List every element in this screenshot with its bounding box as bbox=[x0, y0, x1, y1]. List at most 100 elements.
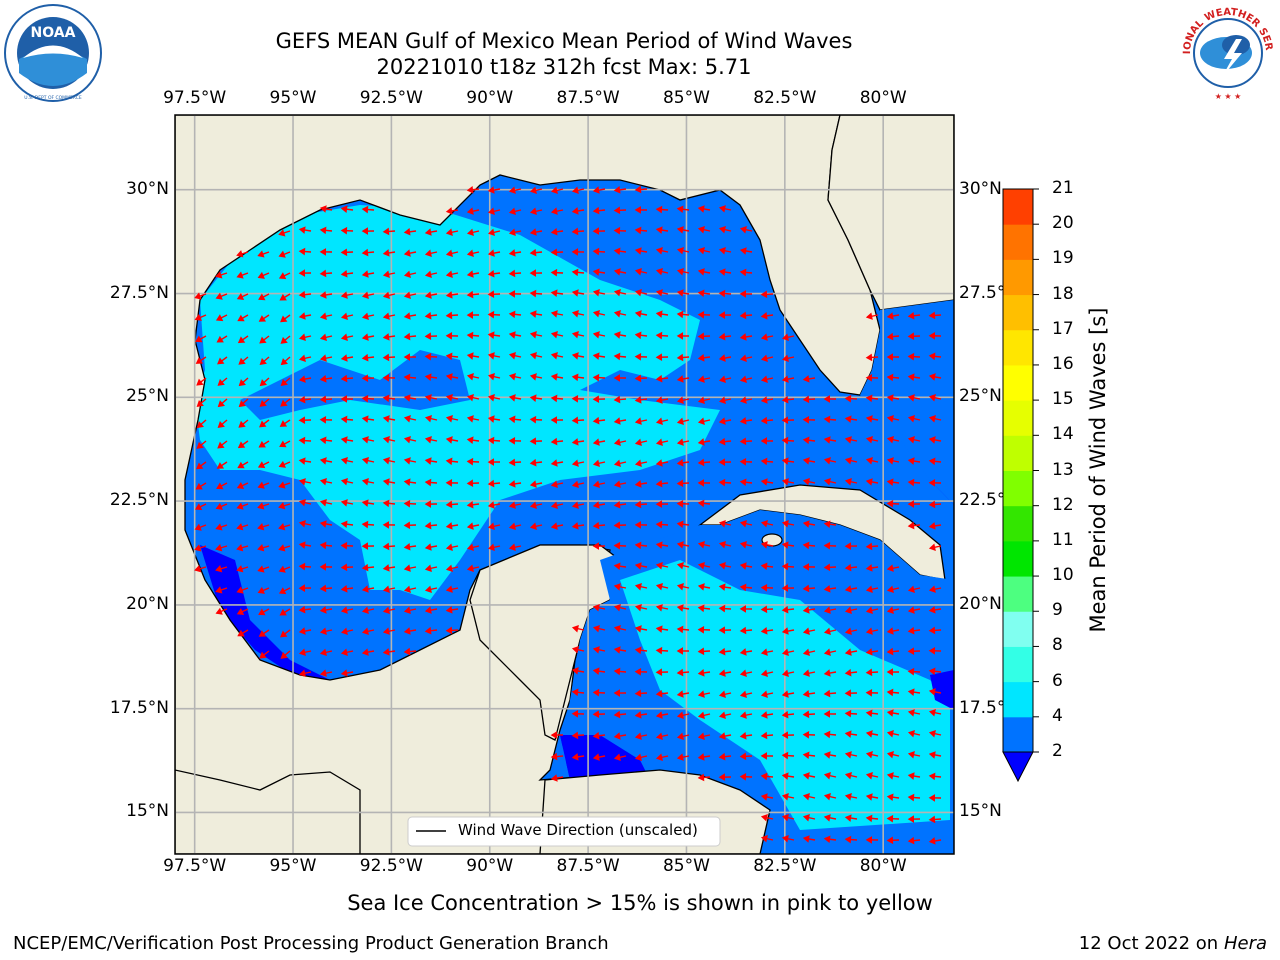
wave-arrow-head bbox=[403, 394, 411, 402]
wave-arrow-head bbox=[403, 332, 411, 341]
wave-arrow-head bbox=[823, 835, 831, 844]
colorbar-segment bbox=[1003, 611, 1033, 647]
footer-date: 12 Oct 2022 on Hera bbox=[1079, 933, 1267, 954]
wave-arrow-head bbox=[781, 416, 789, 424]
wave-arrow-head bbox=[886, 709, 894, 717]
wave-arrow-head bbox=[424, 373, 432, 381]
wave-arrow-head bbox=[655, 331, 663, 340]
wave-arrow-head bbox=[613, 459, 621, 468]
wave-arrow-head bbox=[886, 668, 893, 676]
wave-arrow-head bbox=[508, 228, 516, 236]
wave-arrow-head bbox=[592, 667, 600, 675]
wave-arrow-head bbox=[676, 438, 684, 446]
colorbar-tick-label: 9 bbox=[1052, 600, 1063, 621]
wave-arrow-head bbox=[760, 312, 768, 320]
lat-tick-left: 30°N bbox=[126, 178, 169, 199]
wave-arrow-head bbox=[760, 605, 768, 614]
wave-arrow-head bbox=[257, 502, 265, 510]
legend-label: Wind Wave Direction (unscaled) bbox=[458, 821, 698, 839]
wave-arrow-head bbox=[278, 229, 286, 237]
colorbar-under-triangle bbox=[1002, 751, 1034, 783]
wave-arrow-head bbox=[907, 606, 915, 614]
wave-arrow-head bbox=[319, 520, 327, 528]
wave-arrow-head bbox=[361, 627, 369, 636]
wave-arrow-head bbox=[634, 331, 642, 340]
wave-arrow-head bbox=[236, 271, 244, 279]
wave-arrow-head bbox=[319, 333, 327, 342]
wave-arrow-head bbox=[508, 249, 516, 257]
wave-arrow-head bbox=[403, 270, 411, 279]
wave-arrow-head bbox=[592, 206, 600, 215]
wave-arrow-head bbox=[718, 354, 726, 362]
wave-arrow-head bbox=[298, 333, 306, 342]
wave-arrow-head bbox=[487, 372, 495, 381]
wave-arrow-head bbox=[236, 565, 244, 573]
wave-arrow-head bbox=[361, 291, 369, 300]
wave-arrow-head bbox=[215, 586, 223, 594]
wave-arrow-head bbox=[319, 291, 327, 299]
wave-arrow-head bbox=[655, 353, 663, 361]
wave-arrow-head bbox=[361, 374, 369, 383]
wave-arrow-head bbox=[361, 227, 369, 235]
blue-patch-gulf bbox=[240, 350, 470, 420]
wave-arrow-head bbox=[697, 458, 705, 467]
wave-arrow-head bbox=[340, 541, 348, 550]
wave-arrow-head bbox=[676, 479, 684, 488]
wave-arrow-head bbox=[529, 522, 537, 530]
wave-arrow-head bbox=[278, 565, 286, 573]
wave-arrow-head bbox=[340, 205, 348, 213]
wave-arrow-head bbox=[739, 583, 747, 592]
wave-arrow-head bbox=[550, 373, 558, 381]
wave-arrow-head bbox=[634, 668, 642, 676]
wave-arrow-head bbox=[257, 565, 265, 573]
wave-arrow-head bbox=[571, 667, 579, 675]
wave-arrow-head bbox=[907, 709, 915, 717]
wave-arrow-head bbox=[676, 332, 684, 340]
wave-arrow-head bbox=[718, 332, 726, 341]
lat-tick-left: 27.5°N bbox=[109, 282, 169, 303]
wave-arrow-head bbox=[634, 417, 642, 425]
wave-arrow-head bbox=[718, 583, 726, 591]
wave-arrow-head bbox=[676, 561, 684, 570]
wave-arrow-head bbox=[802, 520, 810, 528]
wave-arrow-head bbox=[697, 289, 705, 298]
wave-arrow-head bbox=[550, 227, 558, 236]
wave-arrow-head bbox=[760, 648, 768, 656]
wave-arrow-head bbox=[760, 457, 768, 466]
colorbar-tick-label: 11 bbox=[1052, 529, 1074, 550]
wave-arrow-head bbox=[865, 771, 873, 780]
wave-arrow-head bbox=[236, 293, 245, 300]
wave-arrow-head bbox=[196, 378, 204, 386]
wave-arrow-head bbox=[739, 354, 747, 362]
wave-arrow-head bbox=[571, 522, 579, 530]
colorbar-tick-label: 19 bbox=[1052, 248, 1074, 269]
wave-arrow-head bbox=[802, 669, 810, 677]
wave-arrow-head bbox=[886, 415, 894, 423]
wave-arrow-head bbox=[676, 668, 684, 677]
wave-arrow-head bbox=[571, 373, 579, 382]
wave-arrow-head bbox=[280, 315, 288, 323]
wave-arrow-head bbox=[634, 268, 642, 276]
wave-arrow-head bbox=[907, 414, 915, 423]
wave-arrow-head bbox=[928, 794, 936, 802]
wave-arrow-head bbox=[823, 627, 831, 636]
wave-arrow-head bbox=[907, 394, 915, 402]
colorbar-segment bbox=[1003, 259, 1033, 296]
wave-arrow-head bbox=[613, 374, 620, 382]
wave-arrow-head bbox=[739, 311, 747, 320]
wave-arrow-head bbox=[280, 336, 288, 344]
wave-arrow-head bbox=[236, 482, 245, 489]
wave-arrow-head bbox=[195, 482, 203, 490]
wave-arrow-head bbox=[802, 751, 810, 760]
wave-arrow-head bbox=[697, 332, 705, 341]
wave-arrow-head bbox=[760, 583, 768, 592]
wave-arrow-head bbox=[844, 627, 852, 636]
wave-arrow-head bbox=[865, 750, 873, 759]
wave-arrow-head bbox=[340, 269, 348, 278]
wave-arrow-head bbox=[279, 293, 287, 301]
wave-arrow-head bbox=[676, 499, 684, 508]
wave-arrow-head bbox=[823, 730, 831, 739]
wave-arrow-head bbox=[655, 438, 663, 447]
wave-arrow-head bbox=[298, 354, 306, 363]
wave-arrow-head bbox=[718, 752, 726, 761]
